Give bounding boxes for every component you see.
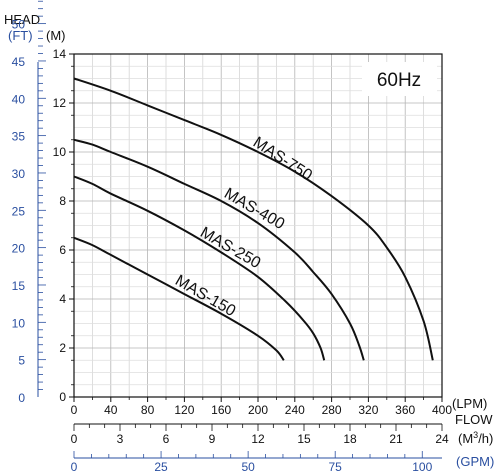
m-tick-label: 10 (53, 145, 67, 159)
m3h-tick-label: 0 (71, 432, 78, 446)
m3h-tick-label: 3 (117, 432, 124, 446)
m-tick-label: 14 (53, 47, 67, 61)
ft-tick-label: 40 (12, 92, 26, 106)
x-units-lpm: (LPM) (452, 396, 487, 411)
x-units-gpm: (GPM) (456, 454, 494, 469)
m-tick-label: 0 (59, 390, 66, 404)
y-axis-title: HEAD (4, 12, 40, 27)
lpm-tick-label: 360 (395, 403, 415, 417)
m3h-tick-label: 18 (343, 432, 357, 446)
lpm-axis-ticks: 0 40 80 120 160 200 240 280 320 360 400 (71, 397, 452, 417)
x-units-m3h: (M3/h) (458, 430, 493, 446)
x-axis-title: FLOW (455, 412, 493, 427)
gpm-tick-label: 0 (71, 460, 78, 474)
curve-mas-150 (73, 236, 285, 361)
lpm-tick-label: 160 (211, 403, 231, 417)
m-axis-ticks: 0 2 4 6 8 10 12 14 (53, 47, 74, 404)
ft-tick-label: 5 (18, 354, 25, 368)
frequency-badge-box (362, 62, 437, 96)
m3h-tick-label: 9 (209, 432, 216, 446)
gpm-tick-label: 25 (154, 460, 168, 474)
y-units-ft: (FT) (8, 28, 33, 43)
ft-tick-label: 35 (12, 130, 26, 144)
y-units-m: (M) (46, 28, 66, 43)
lpm-tick-label: 0 (71, 403, 78, 417)
lpm-tick-label: 120 (174, 403, 194, 417)
m3h-axis-ticks: 0 3 6 9 12 15 18 21 24 (71, 424, 449, 446)
ft-tick-label: 20 (12, 242, 26, 256)
m-tick-label: 2 (59, 341, 66, 355)
m3h-tick-label: 6 (163, 432, 170, 446)
m3h-tick-label: 24 (435, 432, 449, 446)
m-tick-label: 8 (59, 194, 66, 208)
ft-tick-label: 25 (12, 204, 26, 218)
lpm-tick-label: 200 (248, 403, 268, 417)
curve-label-mas-250: MAS-250 (197, 224, 263, 272)
m-tick-label: 12 (53, 96, 67, 110)
curve-mas-400 (73, 138, 365, 361)
ft-axis-ticks: 0510152025303540455055 (12, 0, 46, 405)
frequency-badge: 60Hz (377, 70, 421, 91)
ft-tick-label: 50 (12, 18, 26, 32)
ft-tick-label: 0 (18, 391, 25, 405)
gpm-tick-label: 75 (329, 460, 343, 474)
lpm-tick-label: 40 (104, 403, 118, 417)
curve-mas-250 (73, 175, 326, 361)
grid (74, 54, 442, 397)
lpm-tick-label: 280 (322, 403, 342, 417)
curve-mas-750 (73, 77, 434, 361)
performance-curves (73, 77, 434, 361)
m3h-tick-label: 12 (251, 432, 265, 446)
ft-tick-label: 15 (12, 279, 26, 293)
ft-tick-label: 10 (12, 316, 26, 330)
curve-label-mas-750: MAS-750 (250, 134, 315, 185)
m3h-tick-label: 15 (297, 432, 311, 446)
ft-tick-label: 30 (12, 167, 26, 181)
lpm-tick-label: 400 (432, 403, 452, 417)
curve-label-mas-150: MAS-150 (172, 272, 238, 320)
m-tick-label: 6 (59, 243, 66, 257)
lpm-tick-label: 240 (285, 403, 305, 417)
curve-label-mas-400: MAS-400 (221, 185, 287, 233)
gpm-tick-label: 50 (241, 460, 255, 474)
m3h-tick-label: 21 (389, 432, 403, 446)
lpm-tick-label: 80 (141, 403, 155, 417)
gpm-tick-label: 100 (412, 460, 432, 474)
lpm-tick-label: 320 (358, 403, 378, 417)
m-tick-label: 4 (59, 292, 66, 306)
gpm-axis-ticks: 0 25 50 75 100 (71, 451, 433, 474)
ft-tick-label: 45 (12, 55, 26, 69)
